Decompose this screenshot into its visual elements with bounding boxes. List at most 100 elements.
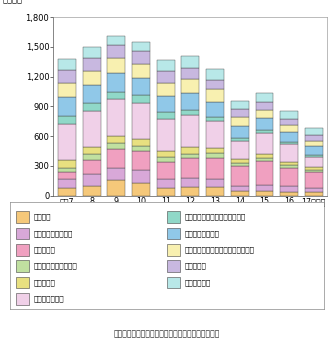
Bar bbox=[83, 58, 101, 71]
Bar bbox=[231, 163, 248, 166]
Text: （出典）「情報通信による経済成長に関する調査」: （出典）「情報通信による経済成長に関する調査」 bbox=[114, 329, 220, 338]
Bar bbox=[167, 211, 180, 223]
Bar bbox=[256, 130, 273, 133]
Text: その他の機器等: その他の機器等 bbox=[33, 296, 64, 302]
Bar bbox=[256, 133, 273, 154]
Bar bbox=[181, 154, 199, 158]
Bar bbox=[108, 149, 125, 168]
Bar bbox=[58, 168, 76, 172]
Bar bbox=[58, 83, 76, 97]
Text: 有線電気通信機器: 有線電気通信機器 bbox=[184, 230, 219, 237]
Bar bbox=[58, 59, 76, 70]
Bar bbox=[108, 58, 125, 73]
Bar bbox=[256, 158, 273, 161]
Bar bbox=[58, 179, 76, 188]
Bar bbox=[108, 168, 125, 180]
Bar bbox=[305, 167, 323, 170]
Bar bbox=[305, 128, 323, 135]
Bar bbox=[256, 154, 273, 158]
Bar bbox=[167, 260, 180, 272]
Bar bbox=[280, 165, 298, 168]
Bar bbox=[231, 186, 248, 191]
Bar bbox=[16, 293, 29, 305]
Bar bbox=[108, 93, 125, 99]
Bar bbox=[206, 158, 224, 179]
Bar bbox=[181, 178, 199, 187]
Bar bbox=[167, 228, 180, 239]
Bar bbox=[16, 277, 29, 288]
Bar bbox=[305, 188, 323, 192]
Bar bbox=[305, 170, 323, 172]
Bar bbox=[181, 147, 199, 154]
Bar bbox=[280, 142, 298, 144]
Bar bbox=[157, 96, 175, 112]
Bar bbox=[83, 174, 101, 186]
Bar bbox=[83, 103, 101, 111]
Text: ラジオ・テレビ受信機: ラジオ・テレビ受信機 bbox=[33, 263, 77, 270]
Bar bbox=[280, 111, 298, 119]
Bar bbox=[132, 182, 150, 196]
Bar bbox=[16, 260, 29, 272]
Bar bbox=[167, 244, 180, 256]
Bar bbox=[157, 188, 175, 196]
Bar bbox=[108, 99, 125, 136]
Bar bbox=[108, 136, 125, 143]
Text: ビデオ機器: ビデオ機器 bbox=[184, 263, 206, 270]
Text: 電子計算機本体（除パソコン）: 電子計算機本体（除パソコン） bbox=[184, 214, 245, 221]
Bar bbox=[206, 179, 224, 187]
Bar bbox=[157, 83, 175, 96]
Bar bbox=[280, 125, 298, 132]
Bar bbox=[280, 119, 298, 125]
Bar bbox=[256, 102, 273, 110]
Bar bbox=[157, 179, 175, 188]
Text: 事務用機器: 事務用機器 bbox=[33, 279, 55, 286]
Bar bbox=[206, 102, 224, 117]
Text: 無線電気通信機器（除携帯電話機）: 無線電気通信機器（除携帯電話機） bbox=[184, 247, 254, 253]
Bar bbox=[181, 93, 199, 110]
Bar bbox=[16, 228, 29, 239]
Bar bbox=[280, 186, 298, 191]
Bar bbox=[157, 151, 175, 157]
Bar bbox=[256, 161, 273, 185]
Bar bbox=[206, 80, 224, 89]
Bar bbox=[280, 162, 298, 165]
Bar bbox=[305, 172, 323, 188]
Bar bbox=[181, 115, 199, 147]
Bar bbox=[132, 95, 150, 103]
Bar bbox=[58, 70, 76, 83]
Bar bbox=[231, 126, 248, 139]
Bar bbox=[305, 141, 323, 146]
Bar bbox=[132, 151, 150, 170]
Bar bbox=[58, 124, 76, 160]
Bar bbox=[83, 186, 101, 196]
Text: 電子計算機付属装置: 電子計算機付属装置 bbox=[33, 230, 73, 237]
Bar bbox=[231, 159, 248, 163]
Bar bbox=[206, 69, 224, 80]
Bar bbox=[83, 47, 101, 58]
Bar bbox=[157, 71, 175, 83]
Bar bbox=[181, 79, 199, 93]
Bar bbox=[108, 73, 125, 93]
Bar bbox=[157, 162, 175, 179]
Bar bbox=[231, 141, 248, 159]
Bar bbox=[132, 103, 150, 139]
Bar bbox=[206, 187, 224, 196]
Bar bbox=[256, 110, 273, 118]
Text: 電気音響機器: 電気音響機器 bbox=[184, 279, 210, 286]
Bar bbox=[108, 36, 125, 45]
Bar bbox=[58, 97, 76, 116]
Bar bbox=[58, 188, 76, 196]
Bar bbox=[206, 89, 224, 102]
Bar bbox=[83, 154, 101, 160]
Bar bbox=[256, 191, 273, 196]
Bar bbox=[83, 147, 101, 154]
Bar bbox=[181, 158, 199, 178]
Bar bbox=[58, 160, 76, 168]
Bar bbox=[280, 191, 298, 196]
Bar bbox=[181, 110, 199, 115]
Bar bbox=[305, 135, 323, 141]
Bar bbox=[206, 148, 224, 153]
Bar bbox=[132, 42, 150, 51]
Bar bbox=[16, 211, 29, 223]
Bar bbox=[132, 51, 150, 64]
